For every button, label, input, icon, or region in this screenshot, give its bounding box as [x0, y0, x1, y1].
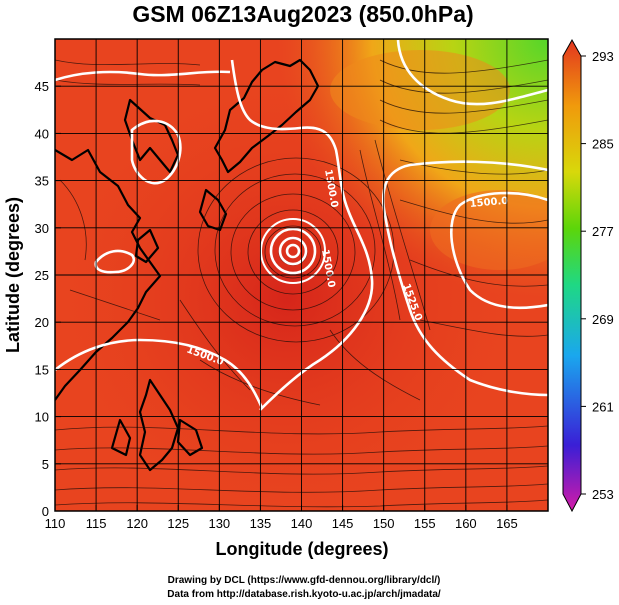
credit-data: Data from http://database.rish.kyoto-u.a… — [167, 589, 441, 600]
chart-title: GSM 06Z13Aug2023 (850.0hPa) — [132, 1, 473, 27]
x-axis-label: Longitude (degrees) — [215, 539, 388, 559]
y-tick-label: 25 — [35, 268, 49, 283]
plot-area: 1500.0 1500.0 1500.0 1500.0 1525.0 110 11… — [35, 38, 549, 531]
y-tick-label: 20 — [35, 315, 49, 330]
colorbar-ticks: 293 285 277 269 261 253 — [581, 49, 614, 502]
colorbar-tick-label: 261 — [592, 399, 614, 414]
colorbar: 293 285 277 269 261 253 — [562, 38, 614, 513]
colorbar-tick-label: 285 — [592, 137, 614, 152]
x-tick-label: 155 — [414, 516, 436, 531]
colorbar-tick-label: 269 — [592, 312, 614, 327]
y-tick-label: 5 — [42, 457, 49, 472]
colorbar-tick-label: 253 — [592, 487, 614, 502]
y-tick-label: 10 — [35, 410, 49, 425]
colorbar-tick-label: 277 — [592, 224, 614, 239]
x-axis-ticks: 110 115 120 125 130 135 140 145 150 155 160 165 — [45, 505, 518, 531]
y-tick-label: 30 — [35, 221, 49, 236]
x-tick-label: 135 — [250, 516, 272, 531]
x-tick-label: 110 — [45, 516, 66, 531]
x-tick-label: 130 — [208, 516, 230, 531]
y-tick-label: 0 — [42, 504, 49, 519]
x-tick-label: 140 — [291, 516, 313, 531]
y-tick-label: 40 — [35, 126, 49, 141]
contour-label: 1500.0 — [469, 196, 508, 210]
x-tick-label: 165 — [496, 516, 518, 531]
y-tick-label: 15 — [35, 362, 49, 377]
y-tick-label: 35 — [35, 174, 49, 189]
geopotential-contours — [55, 39, 548, 411]
colorbar-tick-label: 293 — [592, 49, 614, 64]
x-tick-label: 160 — [455, 516, 477, 531]
orange-patch — [430, 190, 548, 270]
x-tick-label: 120 — [126, 516, 148, 531]
credit-drawing: Drawing by DCL (https://www.gfd-dennou.o… — [168, 575, 441, 586]
x-tick-label: 115 — [86, 516, 107, 531]
y-axis-ticks: 0 5 10 15 20 25 30 35 40 45 — [35, 79, 61, 519]
x-tick-label: 150 — [373, 516, 395, 531]
x-tick-label: 125 — [167, 516, 189, 531]
y-axis-label: Latitude (degrees) — [3, 197, 23, 353]
orange-patch — [330, 50, 510, 130]
y-tick-label: 45 — [35, 79, 49, 94]
colorbar-bar — [562, 38, 582, 513]
lat-lon-grid — [55, 39, 548, 511]
x-tick-label: 145 — [332, 516, 354, 531]
